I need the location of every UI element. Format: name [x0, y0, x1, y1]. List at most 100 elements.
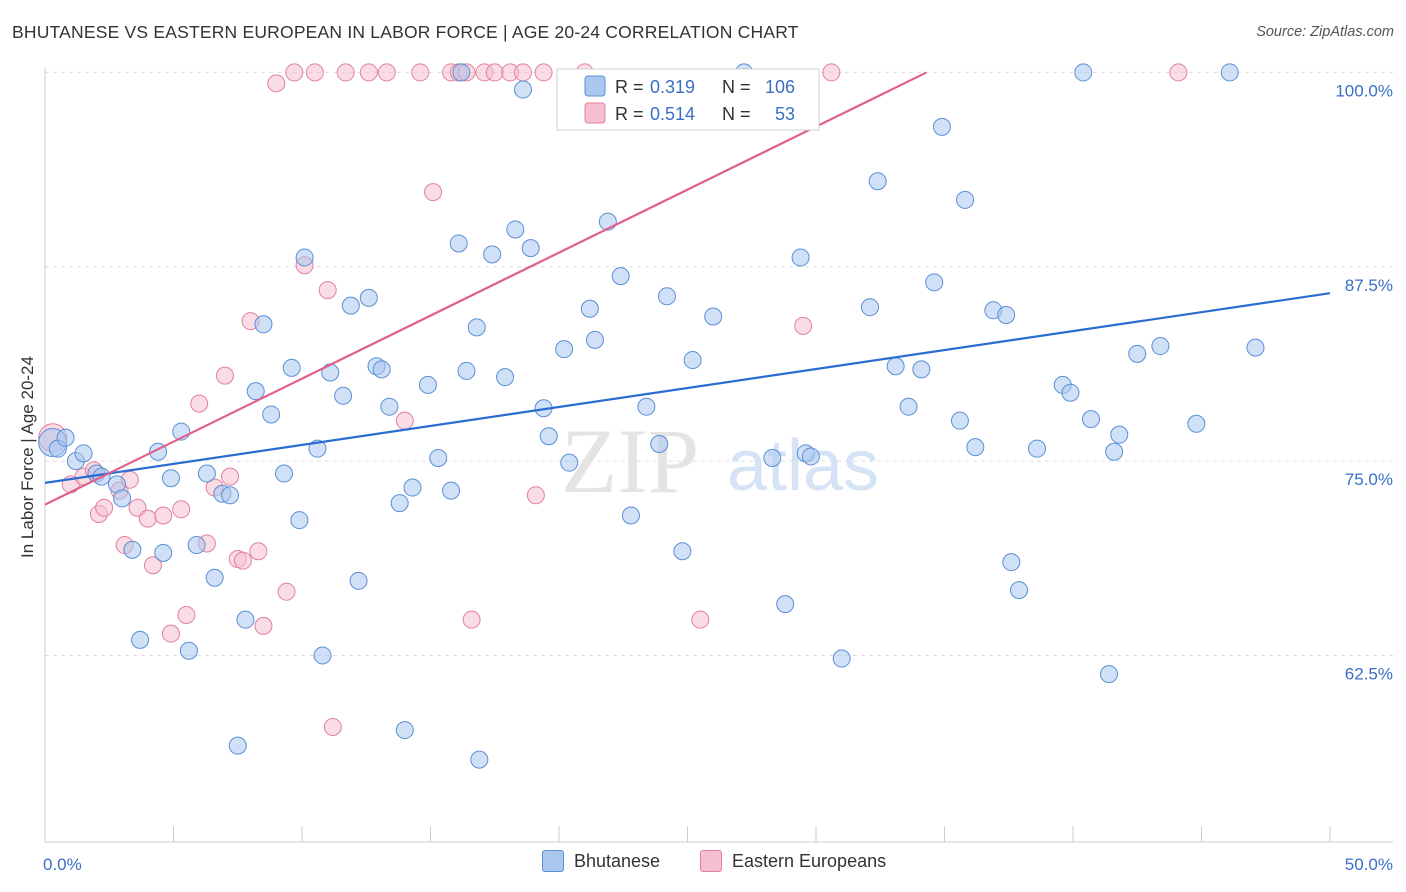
bhutanese-point	[521, 239, 540, 258]
eastern-europeans-point	[267, 74, 286, 93]
bhutanese-point	[262, 405, 281, 424]
bhutanese-point	[452, 63, 471, 82]
bhutanese-point	[429, 448, 448, 467]
bhutanese-point	[290, 511, 309, 530]
eastern-europeans-point	[691, 610, 710, 629]
bhutanese-point	[650, 435, 669, 454]
legend-item-bhutanese[interactable]: Bhutanese	[542, 850, 660, 872]
bhutanese-point	[1187, 414, 1206, 433]
eastern-europeans-point	[221, 467, 240, 486]
bhutanese-point	[187, 536, 206, 555]
bhutanese-point	[868, 172, 887, 191]
legend-n-label-bhutanese: N =	[722, 77, 751, 97]
eastern-europeans-point	[462, 610, 481, 629]
bhutanese-point	[950, 411, 969, 430]
bhutanese-point	[1220, 63, 1239, 82]
legend-swatch-eastern-europeans	[584, 102, 606, 124]
bhutanese-point	[221, 486, 240, 505]
bhutanese-point	[1151, 337, 1170, 356]
legend-item-eastern-europeans[interactable]: Eastern Europeans	[700, 850, 886, 872]
legend-label-bhutanese: Bhutanese	[574, 850, 661, 871]
bhutanese-point	[683, 351, 702, 370]
bhutanese-point	[611, 267, 630, 286]
eastern-europeans-point	[323, 717, 342, 736]
bhutanese-point	[580, 299, 599, 318]
bhutanese-point	[997, 305, 1016, 324]
bhutanese-point	[637, 397, 656, 416]
bhutanese-point	[1061, 383, 1080, 402]
bhutanese-point	[673, 542, 692, 561]
legend-swatch-eastern-europeans	[700, 850, 722, 872]
bhutanese-point	[555, 340, 574, 359]
series-legend: Bhutanese Eastern Europeans	[0, 850, 1406, 878]
eastern-europeans-point	[359, 63, 378, 82]
bhutanese-point	[113, 489, 132, 508]
eastern-europeans-point	[514, 63, 533, 82]
x-tick-label: 50.0%	[1345, 855, 1393, 874]
bhutanese-point	[131, 630, 150, 649]
bhutanese-point	[1110, 425, 1129, 444]
bhutanese-point	[380, 397, 399, 416]
bhutanese-point	[56, 428, 75, 447]
y-tick-label: 62.5%	[1345, 664, 1393, 683]
eastern-europeans-point	[285, 63, 304, 82]
bhutanese-point	[349, 571, 368, 590]
bhutanese-point	[205, 568, 224, 587]
eastern-europeans-point	[794, 316, 813, 335]
bhutanese-point	[514, 80, 533, 99]
y-tick-label: 75.0%	[1345, 470, 1393, 489]
bhutanese-point	[179, 641, 198, 660]
bhutanese-point	[395, 721, 414, 740]
eastern-europeans-point	[277, 582, 296, 601]
eastern-europeans-point	[143, 556, 162, 575]
bhutanese-point	[1002, 553, 1021, 572]
bhutanese-point	[763, 448, 782, 467]
bhutanese-point	[341, 296, 360, 315]
eastern-europeans-point	[318, 281, 337, 300]
bhutanese-point	[282, 358, 301, 377]
eastern-europeans-point	[161, 624, 180, 643]
legend-label-eastern-europeans: Eastern Europeans	[732, 850, 887, 871]
bhutanese-point	[467, 318, 486, 337]
legend-n-value-eastern-europeans: 53	[775, 104, 795, 124]
bhutanese-point	[483, 245, 502, 264]
bhutanese-point	[776, 595, 795, 614]
eastern-europeans-point	[233, 551, 252, 570]
bhutanese-point	[496, 368, 515, 387]
eastern-europeans-point	[190, 394, 209, 413]
bhutanese-point	[359, 288, 378, 307]
watermark: ZIP atlas	[561, 410, 879, 512]
bhutanese-point	[925, 273, 944, 292]
eastern-europeans-point	[172, 500, 191, 519]
bhutanese-point	[275, 464, 294, 483]
legend-n-label-eastern-europeans: N =	[722, 104, 751, 124]
eastern-europeans-point	[254, 616, 273, 635]
watermark-atlas: atlas	[727, 426, 879, 506]
bhutanese-point	[966, 438, 985, 457]
bhutanese-point	[1081, 410, 1100, 429]
bhutanese-point	[621, 506, 640, 525]
x-tick-label: 0.0%	[43, 855, 82, 874]
bhutanese-point	[313, 646, 332, 665]
eastern-europeans-point	[424, 183, 443, 202]
bhutanese-point	[1105, 442, 1124, 461]
eastern-europeans-point	[822, 63, 841, 82]
eastern-europeans-point	[305, 63, 324, 82]
stats-legend: R = 0.319 N = 106 R = 0.514 N = 53	[556, 68, 820, 131]
eastern-europeans-point	[1169, 63, 1188, 82]
bhutanese-point	[1010, 581, 1029, 600]
bhutanese-point	[801, 447, 820, 466]
eastern-europeans-point	[95, 498, 114, 517]
bhutanese-point	[886, 357, 905, 376]
bhutanese-point	[860, 298, 879, 317]
tick-labels: 100.0% 87.5% 75.0% 62.5% 0.0% 50.0%	[43, 81, 1393, 874]
chart-title: BHUTANESE VS EASTERN EUROPEAN IN LABOR F…	[12, 22, 799, 42]
bhutanese-point	[506, 220, 525, 239]
bhutanese-point	[1028, 439, 1047, 458]
eastern-europeans-point	[336, 63, 355, 82]
bhutanese-point	[449, 234, 468, 253]
bhutanese-point	[1099, 665, 1118, 684]
bhutanese-point	[254, 315, 273, 334]
bhutanese-point	[899, 397, 918, 416]
